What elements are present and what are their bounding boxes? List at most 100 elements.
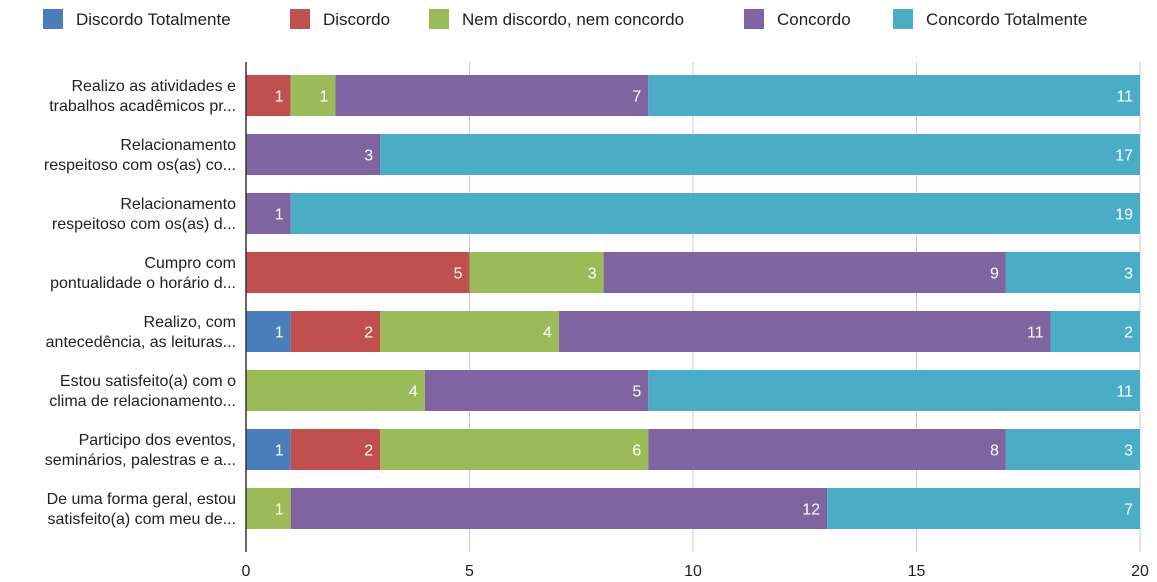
bar-segment xyxy=(648,370,1140,411)
data-label: 3 xyxy=(588,266,597,283)
bar-segment xyxy=(648,75,1140,116)
legend-swatch xyxy=(429,9,449,29)
bar-segment xyxy=(335,75,649,116)
category-label: Participo dos eventos, seminários, palest… xyxy=(45,432,236,469)
bar-segment xyxy=(290,488,828,529)
data-label: 1 xyxy=(275,207,284,224)
data-label: 2 xyxy=(364,443,373,460)
data-label: 11 xyxy=(1116,384,1133,401)
bar-segment xyxy=(648,429,1006,470)
bar-segment xyxy=(246,488,291,529)
bar-segment xyxy=(246,75,291,116)
data-label: 2 xyxy=(364,325,373,342)
x-tick-label: 0 xyxy=(242,563,251,580)
category-label-line: pontualidade o horário d... xyxy=(50,275,236,292)
category-label-line: Estou satisfeito(a) com o xyxy=(60,373,236,390)
bar-segment xyxy=(290,429,381,470)
bar-segment xyxy=(246,134,381,175)
category-label-line: Relacionamento xyxy=(120,196,236,213)
legend: Discordo Totalmente Discordo Nem discordo,… xyxy=(43,9,1087,29)
bar-segment xyxy=(424,370,649,411)
category-label: Realizo, com antecedência, as leituras... xyxy=(46,314,236,351)
bar-segment xyxy=(246,429,291,470)
x-tick-label: 10 xyxy=(684,563,702,580)
data-label: 1 xyxy=(275,325,284,342)
category-label-line: satisfeito(a) com meu de... xyxy=(47,511,236,528)
bar-segment xyxy=(1005,429,1140,470)
category-label-line: antecedência, as leituras... xyxy=(46,334,236,351)
category-label: Relacionamento respeitoso com os(as) co..… xyxy=(44,137,236,174)
category-label-line: De uma forma geral, estou xyxy=(47,491,236,508)
category-labels: Realizo as atividades e trabalhos acadêmi… xyxy=(44,78,236,528)
bar-segment xyxy=(1005,252,1140,293)
bar-segment xyxy=(1050,311,1140,352)
legend-swatch xyxy=(744,9,764,29)
data-label: 3 xyxy=(1124,443,1133,460)
data-label: 1 xyxy=(275,502,284,519)
data-label: 6 xyxy=(632,443,641,460)
data-label: 4 xyxy=(409,384,418,401)
legend-label: Concordo Totalmente xyxy=(926,10,1087,29)
bar-segment xyxy=(246,311,291,352)
category-label-line: respeitoso com os(as) co... xyxy=(44,157,236,174)
x-axis-ticks: 0 5 10 15 20 xyxy=(242,563,1149,580)
data-label: 2 xyxy=(1124,325,1133,342)
legend-label: Discordo Totalmente xyxy=(76,10,231,29)
data-label: 7 xyxy=(632,89,641,106)
data-label: 3 xyxy=(364,148,373,165)
category-label: Relacionamento respeitoso com os(as) d... xyxy=(52,196,236,233)
bar-segment xyxy=(290,311,381,352)
legend-label: Nem discordo, nem concordo xyxy=(462,10,684,29)
x-tick-label: 20 xyxy=(1131,563,1149,580)
legend-swatch xyxy=(893,9,913,29)
legend-swatch xyxy=(43,9,63,29)
data-label: 5 xyxy=(454,266,463,283)
bar-segment xyxy=(246,370,425,411)
legend-label: Concordo xyxy=(777,10,851,29)
data-label: 1 xyxy=(319,89,328,106)
bar-segment xyxy=(603,252,1006,293)
category-label: Cumpro com pontualidade o horário d... xyxy=(50,255,236,292)
bar-segment xyxy=(246,193,291,234)
data-label: 1 xyxy=(275,89,284,106)
category-label: Realizo as atividades e trabalhos acadêmi… xyxy=(49,78,236,115)
data-label: 4 xyxy=(543,325,552,342)
data-label: 19 xyxy=(1115,207,1133,224)
category-label-line: seminários, palestras e a... xyxy=(45,452,236,469)
bars: 1 1 7 113 171 195 3 9 31 2 4 11 24 5 111 2 6 8 31 12 7 xyxy=(246,75,1141,529)
category-label-line: clima de relacionamento... xyxy=(49,393,236,410)
data-label: 11 xyxy=(1027,325,1044,342)
data-label: 3 xyxy=(1124,266,1133,283)
category-label-line: Participo dos eventos, xyxy=(79,432,236,449)
data-label: 11 xyxy=(1116,89,1133,106)
category-label: Estou satisfeito(a) com o clima de relaci… xyxy=(49,373,236,410)
data-label: 8 xyxy=(990,443,999,460)
bar-segment xyxy=(380,311,559,352)
category-label-line: Realizo as atividades e xyxy=(71,78,236,95)
bar-segment xyxy=(558,311,1051,352)
data-label: 7 xyxy=(1124,502,1133,519)
legend-swatch xyxy=(290,9,310,29)
category-label-line: trabalhos acadêmicos pr... xyxy=(49,98,236,115)
bar-segment xyxy=(246,252,470,293)
data-label: 12 xyxy=(802,502,820,519)
data-label: 17 xyxy=(1115,148,1133,165)
category-label-line: Relacionamento xyxy=(120,137,236,154)
bar-segment xyxy=(827,488,1140,529)
category-label-line: respeitoso com os(as) d... xyxy=(52,216,236,233)
category-label: De uma forma geral, estou satisfeito(a) c… xyxy=(47,491,236,528)
data-label: 9 xyxy=(990,266,999,283)
data-label: 1 xyxy=(275,443,284,460)
bar-segment xyxy=(380,134,1141,175)
legend-label: Discordo xyxy=(323,10,390,29)
category-label-line: Realizo, com xyxy=(144,314,236,331)
bar-segment xyxy=(469,252,604,293)
x-tick-label: 5 xyxy=(465,563,474,580)
bar-segment xyxy=(290,75,336,116)
bar-segment xyxy=(380,429,649,470)
x-tick-label: 15 xyxy=(908,563,926,580)
bar-segment xyxy=(290,193,1140,234)
category-label-line: Cumpro com xyxy=(144,255,236,272)
data-label: 5 xyxy=(632,384,641,401)
